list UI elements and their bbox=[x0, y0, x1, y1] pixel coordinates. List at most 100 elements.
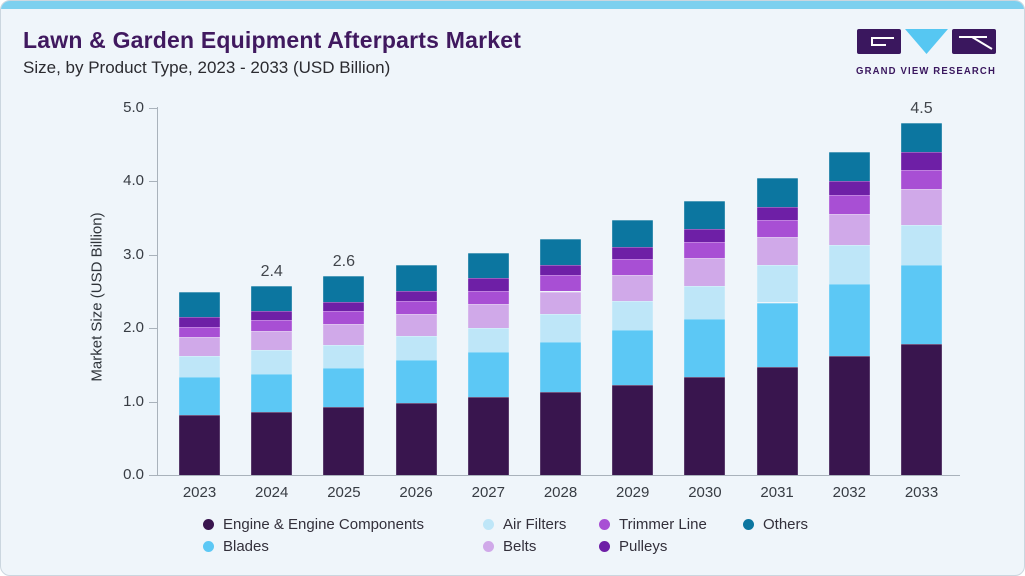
legend-dot bbox=[743, 518, 754, 530]
bar-segment-belts bbox=[540, 291, 581, 315]
bar-segment-air-filters bbox=[395, 336, 437, 361]
bar-segment-pulleys bbox=[901, 152, 942, 170]
bar-segment-others bbox=[901, 123, 942, 153]
bar-segment-pulleys bbox=[323, 301, 365, 312]
bar-segment-blades bbox=[901, 265, 942, 345]
page-subtitle: Size, by Product Type, 2023 - 2033 (USD … bbox=[23, 58, 391, 77]
bar-segment-pulleys bbox=[179, 317, 220, 327]
bar-segment-blades bbox=[756, 302, 798, 368]
bar-segment-trimmer-line bbox=[684, 241, 726, 259]
bar-segment-air-filters bbox=[540, 314, 581, 343]
bar-segment-belts bbox=[901, 188, 942, 226]
bar-segment-engine-engine-components bbox=[179, 414, 220, 475]
bar-segment-belts bbox=[179, 337, 220, 357]
bar-segment-air-filters bbox=[756, 265, 798, 303]
bar-segment-trimmer-line bbox=[395, 301, 437, 315]
x-tick-label: 2030 bbox=[688, 484, 722, 501]
legend-dot bbox=[483, 518, 494, 530]
bar-segment-engine-engine-components bbox=[828, 356, 870, 475]
legend-dot bbox=[203, 518, 214, 530]
bar-segment-belts bbox=[395, 314, 437, 337]
legend-dot bbox=[483, 540, 494, 552]
bar-value-label: 4.5 bbox=[910, 100, 933, 118]
legend-dot bbox=[599, 518, 610, 530]
y-tick-label: 2.0 bbox=[123, 319, 144, 337]
bar-segment-others bbox=[684, 201, 726, 230]
legend-item-belts: Belts bbox=[483, 537, 536, 555]
y-axis-line bbox=[157, 107, 158, 475]
y-tick-label: 0.0 bbox=[123, 466, 144, 483]
bar-segment-others bbox=[251, 286, 293, 311]
legend-item-pulleys: Pulleys bbox=[599, 537, 667, 555]
bar-segment-others bbox=[828, 152, 870, 182]
bar-segment-others bbox=[395, 265, 437, 291]
logo-v-triangle bbox=[905, 29, 948, 54]
y-tick-mark bbox=[149, 328, 157, 330]
legend-label: Air Filters bbox=[503, 515, 567, 533]
bar-segment-engine-engine-components bbox=[612, 384, 654, 475]
grand-view-research-logo: GRAND VIEW RESEARCH bbox=[856, 29, 996, 77]
bar-value-label: 2.6 bbox=[332, 253, 356, 271]
legend-item-air-filters: Air Filters bbox=[483, 515, 566, 533]
bar-segment-air-filters bbox=[684, 285, 726, 319]
bar-segment-blades bbox=[828, 284, 870, 357]
bar-segment-pulleys bbox=[612, 247, 654, 260]
y-tick-mark bbox=[149, 108, 157, 109]
bar-segment-blades bbox=[540, 342, 581, 393]
y-tick-label: 1.0 bbox=[123, 392, 144, 410]
bar-segment-engine-engine-components bbox=[467, 397, 509, 475]
x-tick-label: 2031 bbox=[760, 484, 794, 501]
bar-segment-belts bbox=[684, 258, 726, 286]
bar-segment-blades bbox=[323, 367, 365, 407]
y-tick-mark bbox=[149, 475, 157, 476]
bar-segment-engine-engine-components bbox=[323, 406, 365, 475]
legend-label: Engine & Engine Components bbox=[223, 515, 424, 533]
x-axis-line bbox=[157, 475, 960, 476]
bar-segment-trimmer-line bbox=[901, 169, 942, 189]
y-tick-label: 5.0 bbox=[123, 99, 144, 116]
bar-segment-trimmer-line bbox=[251, 320, 293, 332]
x-tick-label: 2032 bbox=[832, 484, 866, 501]
y-tick-mark bbox=[149, 401, 157, 403]
bar-segment-pulleys bbox=[395, 290, 437, 302]
bar-segment-others bbox=[179, 292, 220, 318]
bar-segment-blades bbox=[612, 330, 654, 385]
bar-segment-air-filters bbox=[828, 245, 870, 285]
y-axis-title: Market Size (USD Billion) bbox=[88, 212, 106, 382]
legend-dot bbox=[203, 540, 214, 552]
bar-segment-air-filters bbox=[251, 350, 293, 375]
bar-segment-belts bbox=[612, 275, 654, 302]
bar-segment-belts bbox=[251, 331, 293, 351]
bar-segment-pulleys bbox=[540, 265, 581, 276]
bar-segment-engine-engine-components bbox=[251, 411, 293, 475]
bar-segment-blades bbox=[251, 374, 293, 412]
x-tick-label: 2029 bbox=[616, 484, 650, 501]
bar-segment-belts bbox=[828, 214, 870, 246]
bar-segment-trimmer-line bbox=[540, 275, 581, 292]
bar-segment-air-filters bbox=[612, 301, 654, 331]
bar-segment-trimmer-line bbox=[179, 326, 220, 337]
bar-segment-pulleys bbox=[684, 229, 726, 242]
page-title: Lawn & Garden Equipment Afterparts Marke… bbox=[23, 27, 522, 53]
legend-item-engine-engine-components: Engine & Engine Components bbox=[203, 515, 424, 533]
x-tick-label: 2026 bbox=[399, 484, 433, 501]
bar-segment-others bbox=[612, 219, 654, 248]
bar-segment-belts bbox=[756, 237, 798, 266]
legend-label: Pulleys bbox=[619, 537, 668, 555]
bar-value-label: 2.4 bbox=[260, 263, 283, 281]
bar-segment-trimmer-line bbox=[467, 290, 509, 304]
legend-label: Others bbox=[763, 515, 809, 533]
bar-segment-trimmer-line bbox=[612, 259, 654, 276]
bar-segment-trimmer-line bbox=[828, 194, 870, 215]
bar-segment-engine-engine-components bbox=[901, 344, 942, 475]
y-tick-mark bbox=[149, 254, 157, 256]
x-tick-label: 2033 bbox=[904, 484, 939, 501]
bar-segment-others bbox=[756, 177, 798, 208]
bar-segment-pulleys bbox=[756, 207, 798, 220]
legend-item-trimmer-line: Trimmer Line bbox=[599, 515, 707, 533]
logo-g-block bbox=[857, 29, 901, 54]
bar-segment-trimmer-line bbox=[756, 219, 798, 238]
bar-segment-air-filters bbox=[323, 345, 365, 368]
legend-dot bbox=[599, 540, 610, 552]
